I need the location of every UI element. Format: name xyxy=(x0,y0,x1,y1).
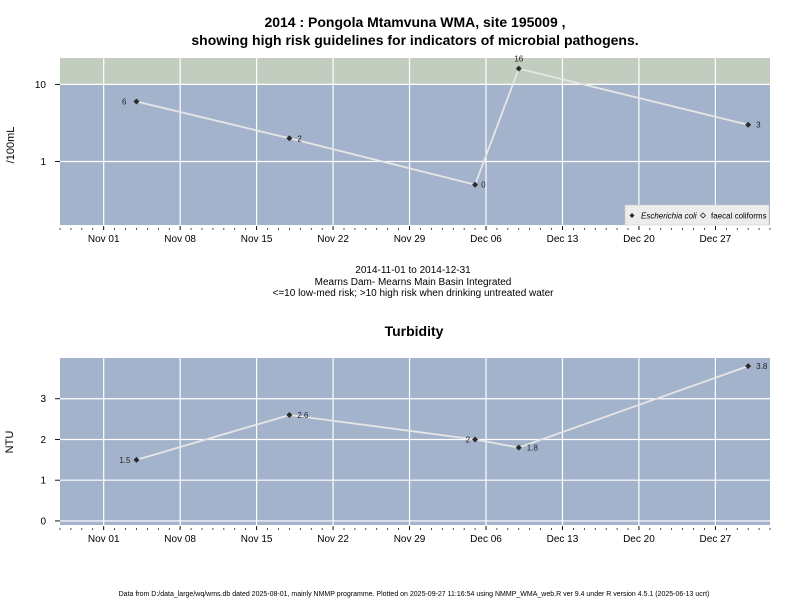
data-point xyxy=(515,444,522,451)
x-tick-label: Dec 20 xyxy=(623,234,655,245)
x-tick-label: Nov 01 xyxy=(88,234,120,245)
data-point xyxy=(133,98,140,105)
chart2-y-axis-label: NTU xyxy=(4,431,16,454)
x-tick-label: Nov 22 xyxy=(317,534,349,545)
data-label: 2.6 xyxy=(297,411,309,420)
x-tick-label: Dec 06 xyxy=(470,234,502,245)
data-label: 3 xyxy=(756,121,761,130)
data-point xyxy=(515,65,522,72)
x-tick-label: Nov 08 xyxy=(164,234,196,245)
chart1-subtitle: showing high risk guidelines for indicat… xyxy=(191,32,638,48)
x-tick-label: Dec 27 xyxy=(700,234,732,245)
data-point xyxy=(472,436,479,443)
chart2-y-axis: 0 1 2 3 xyxy=(40,394,60,527)
x-tick-label: Nov 01 xyxy=(88,534,120,545)
chart1-high-risk-band xyxy=(60,58,770,85)
data-label: 1.8 xyxy=(527,444,539,453)
x-tick-label: Nov 15 xyxy=(241,234,273,245)
y-tick-label: 10 xyxy=(35,80,47,91)
chart2-title: Turbidity xyxy=(385,323,444,339)
chart1-series-ecoli: 6 2 0 16 3 xyxy=(122,55,761,190)
data-label: 16 xyxy=(514,55,523,64)
y-tick-label: 0 xyxy=(40,516,46,527)
data-label: 2 xyxy=(466,435,471,444)
legend-marker-ecoli xyxy=(629,213,635,218)
chart2-plot-area: 1.5 2.6 2 1.8 3.8 xyxy=(60,358,770,525)
data-point xyxy=(745,121,752,128)
data-point xyxy=(286,412,293,419)
x-tick-label: Dec 06 xyxy=(470,534,502,545)
chart1-panel-bg xyxy=(60,58,770,225)
x-tick-label: Nov 08 xyxy=(164,534,196,545)
chart1-y-axis-label: /100mL xyxy=(5,127,17,164)
date-range-note: 2014-11-01 to 2014-12-31 xyxy=(355,265,471,276)
chart2-series-turbidity: 1.5 2.6 2 1.8 3.8 xyxy=(119,362,767,465)
x-tick-label: Dec 20 xyxy=(623,534,655,545)
y-tick-label: 3 xyxy=(40,394,46,405)
x-tick-label: Nov 29 xyxy=(394,234,426,245)
chart1-grid xyxy=(60,58,770,225)
legend-label-ecoli: Escherichia coli xyxy=(641,212,697,221)
data-label: 1.5 xyxy=(119,456,131,465)
y-tick-label: 1 xyxy=(40,157,46,168)
data-label: 0 xyxy=(481,181,486,190)
legend-marker-faecal-coliforms xyxy=(699,212,707,219)
risk-guideline-note: <=10 low-med risk; >10 high risk when dr… xyxy=(273,288,555,299)
chart2-panel-bg xyxy=(60,358,770,525)
x-tick-label: Nov 29 xyxy=(394,534,426,545)
chart1-x-axis: Nov 01 Nov 08 Nov 15 Nov 22 Nov 29 Dec 06 Dec … xyxy=(59,226,771,245)
chart2-grid xyxy=(60,358,770,525)
chart1-y-axis: 1 10 xyxy=(35,80,60,168)
x-tick-label: Nov 22 xyxy=(317,234,349,245)
y-tick-label: 2 xyxy=(40,435,46,446)
chart2-x-axis: Nov 01 Nov 08 Nov 15 Nov 22 Nov 29 Dec 06 Dec … xyxy=(59,526,771,545)
chart1-legend: Escherichia coli faecal coliforms xyxy=(624,204,770,226)
data-point xyxy=(133,456,140,463)
footer-note: Data from D:/data_large/wq/wms.db dated … xyxy=(119,591,710,598)
chart1-plot-area: 6 2 0 16 3 xyxy=(60,55,770,225)
y-tick-label: 1 xyxy=(40,476,46,487)
data-label: 6 xyxy=(122,97,127,106)
data-point xyxy=(745,363,752,370)
site-name-note: Mearns Dam- Mearns Main Basin Integrated xyxy=(315,277,512,288)
chart1-title: 2014 : Pongola Mtamvuna WMA, site 195009… xyxy=(264,14,565,30)
data-point xyxy=(286,135,293,142)
x-tick-label: Dec 13 xyxy=(547,534,579,545)
x-tick-label: Dec 13 xyxy=(547,234,579,245)
data-point xyxy=(472,181,479,188)
data-label: 2 xyxy=(297,134,302,143)
legend-label-faecal-coliforms: faecal coliforms xyxy=(711,212,767,221)
x-tick-label: Dec 27 xyxy=(700,534,732,545)
x-tick-label: Nov 15 xyxy=(241,534,273,545)
data-label: 3.8 xyxy=(756,362,768,371)
